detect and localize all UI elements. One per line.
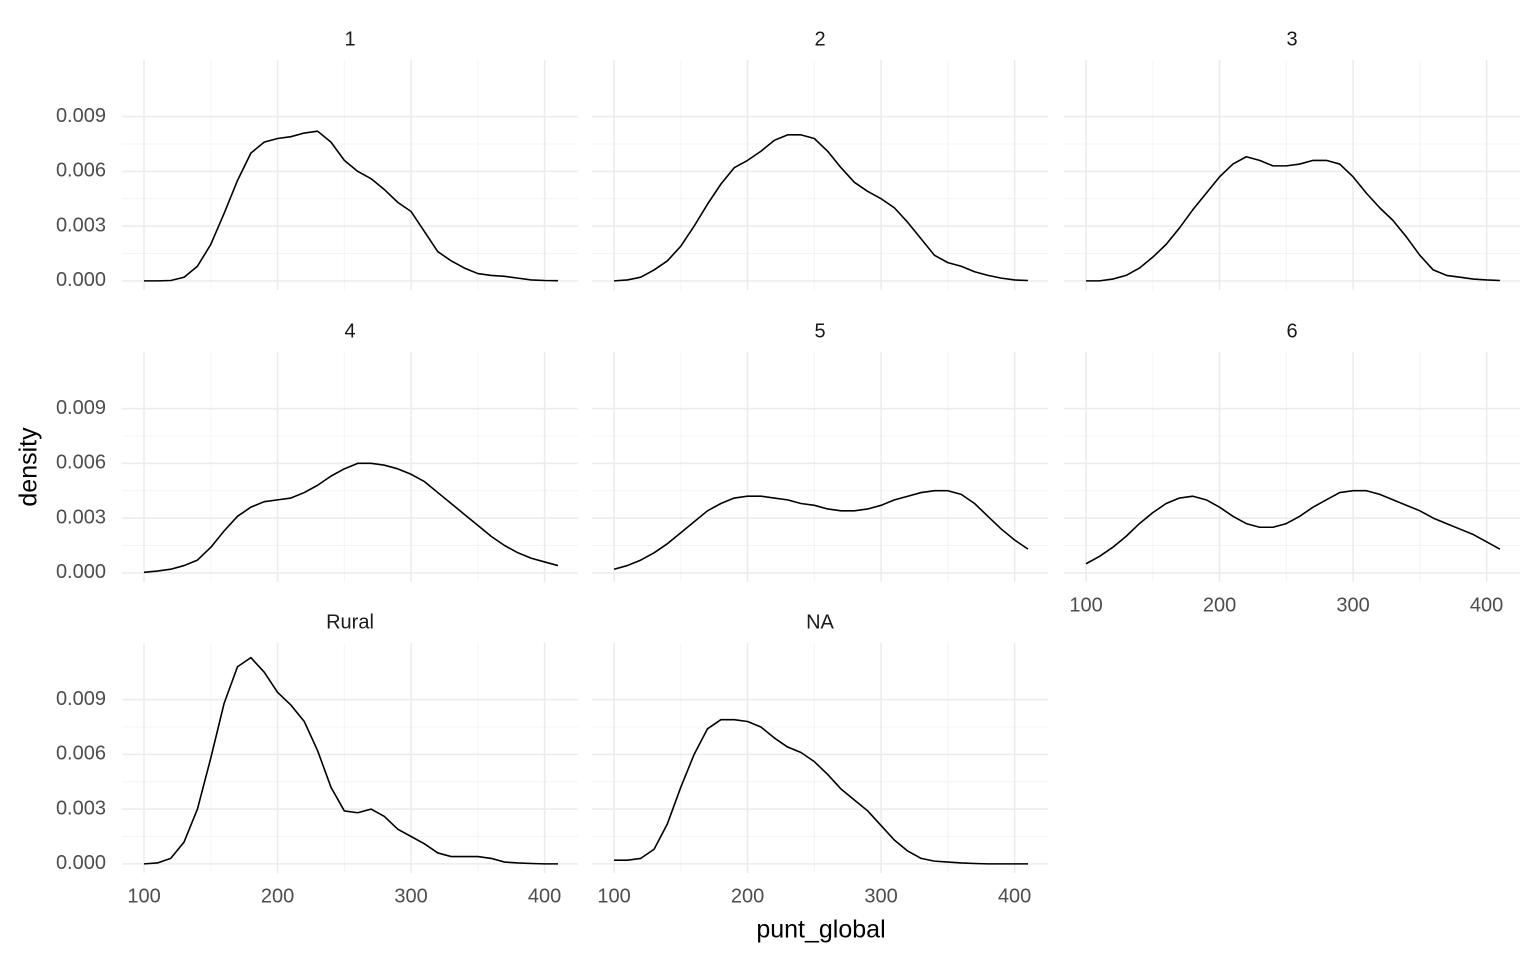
x-tick-label: 200 bbox=[261, 885, 294, 907]
density-line bbox=[143, 462, 559, 574]
x-tick-label: 200 bbox=[1203, 594, 1236, 616]
x-tick-label: 400 bbox=[528, 885, 561, 907]
y-tick-label: 0.000 bbox=[56, 852, 106, 874]
y-tick-label: 0.000 bbox=[56, 269, 106, 291]
facet-title: 2 bbox=[814, 28, 825, 50]
x-tick-label: 400 bbox=[998, 885, 1031, 907]
facet-title: 5 bbox=[814, 320, 825, 342]
density-line bbox=[144, 130, 558, 282]
x-tick-label: 300 bbox=[394, 885, 427, 907]
density-line bbox=[613, 489, 1029, 570]
density-line bbox=[1085, 489, 1501, 565]
y-tick-label: 0.009 bbox=[56, 397, 106, 419]
y-tick-label: 0.006 bbox=[56, 743, 106, 765]
facet-title: 3 bbox=[1286, 28, 1297, 50]
x-tick-label: 100 bbox=[1069, 594, 1102, 616]
density-line bbox=[1086, 155, 1501, 282]
y-tick-label: 0.009 bbox=[56, 688, 106, 710]
facet-title: Rural bbox=[326, 611, 374, 633]
y-tick-label: 0.000 bbox=[56, 561, 106, 583]
y-tick-label: 0.003 bbox=[56, 214, 106, 236]
y-axis-label: density bbox=[15, 427, 43, 507]
y-tick-label: 0.009 bbox=[56, 105, 106, 127]
facet-title: 1 bbox=[344, 28, 355, 50]
x-tick-label: 200 bbox=[731, 885, 764, 907]
x-tick-label: 300 bbox=[864, 885, 897, 907]
x-tick-label: 300 bbox=[1336, 594, 1369, 616]
x-tick-label: 400 bbox=[1470, 594, 1503, 616]
facet-title: NA bbox=[806, 611, 834, 633]
x-axis-label: punt_global bbox=[756, 916, 885, 944]
facet-title: 6 bbox=[1286, 320, 1297, 342]
density-line bbox=[614, 718, 1028, 865]
density-line bbox=[613, 134, 1029, 282]
density-line bbox=[143, 656, 558, 865]
y-tick-label: 0.003 bbox=[56, 797, 106, 819]
facet-title: 4 bbox=[344, 320, 355, 342]
y-tick-label: 0.006 bbox=[56, 452, 106, 474]
x-tick-label: 100 bbox=[597, 885, 630, 907]
y-tick-label: 0.006 bbox=[56, 160, 106, 182]
y-tick-label: 0.003 bbox=[56, 506, 106, 528]
x-tick-label: 100 bbox=[127, 885, 160, 907]
